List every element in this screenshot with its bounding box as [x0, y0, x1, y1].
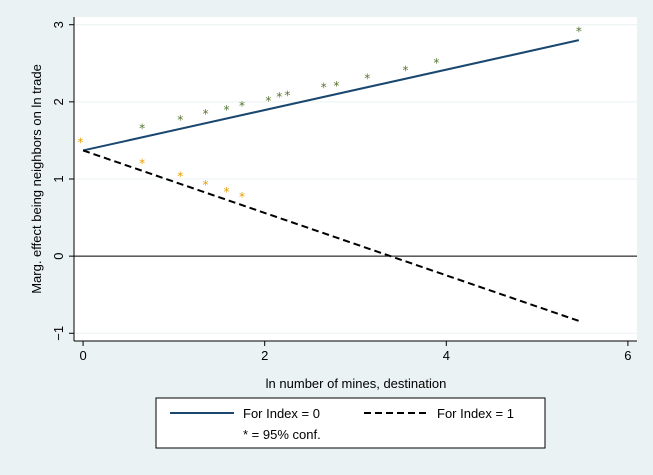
significance-marker: *: [239, 99, 245, 113]
significance-markers: *** * * * * * ** ******** * *: [77, 24, 582, 204]
legend-box: [155, 397, 546, 449]
significance-marker: *: [203, 107, 209, 121]
y-tick-label: 0: [51, 253, 66, 260]
x-tick-label: 0: [79, 348, 86, 363]
legend: For Index = 0 For Index = 1 * = 95% conf…: [155, 397, 546, 449]
series-lines: [82, 39, 580, 322]
significance-marker: *: [139, 122, 145, 136]
significance-marker: *: [224, 103, 230, 117]
y-tick-label: 3: [51, 21, 66, 28]
x-tick-label: 6: [624, 348, 631, 363]
legend-note: * = 95% conf.: [243, 427, 321, 442]
significance-marker: *: [177, 113, 183, 127]
significance-marker: *: [433, 56, 439, 70]
significance-marker: *: [576, 24, 582, 38]
y-tick-label: −1: [51, 326, 66, 341]
significance-marker: *: [224, 185, 230, 199]
x-ticks: 0 2 4 6: [79, 341, 632, 363]
significance-marker: *: [333, 79, 339, 93]
significance-marker: *: [139, 156, 145, 170]
significance-marker: *: [77, 135, 83, 149]
significance-marker: *: [265, 94, 271, 108]
x-axis-title: ln number of mines, destination: [266, 376, 447, 391]
significance-marker: *: [177, 169, 183, 183]
series-line-index-0: [82, 39, 580, 152]
y-tick-label: 2: [51, 98, 66, 105]
x-tick-label: 4: [443, 348, 450, 363]
significance-marker: *: [203, 178, 209, 192]
legend-label-index-0: For Index = 0: [243, 406, 320, 421]
y-ticks: −1 0 1 2 3: [51, 21, 74, 341]
x-tick-label: 2: [261, 348, 268, 363]
y-tick-label: 1: [51, 175, 66, 182]
significance-marker: *: [321, 81, 327, 95]
significance-marker: *: [364, 71, 370, 85]
significance-marker: *: [276, 90, 282, 104]
significance-marker: *: [402, 64, 408, 78]
significance-marker: *: [284, 88, 290, 102]
y-axis-title: Marg. effect being neighbors on ln trade: [29, 64, 44, 294]
significance-marker: *: [239, 190, 245, 204]
legend-label-index-1: For Index = 1: [437, 406, 514, 421]
